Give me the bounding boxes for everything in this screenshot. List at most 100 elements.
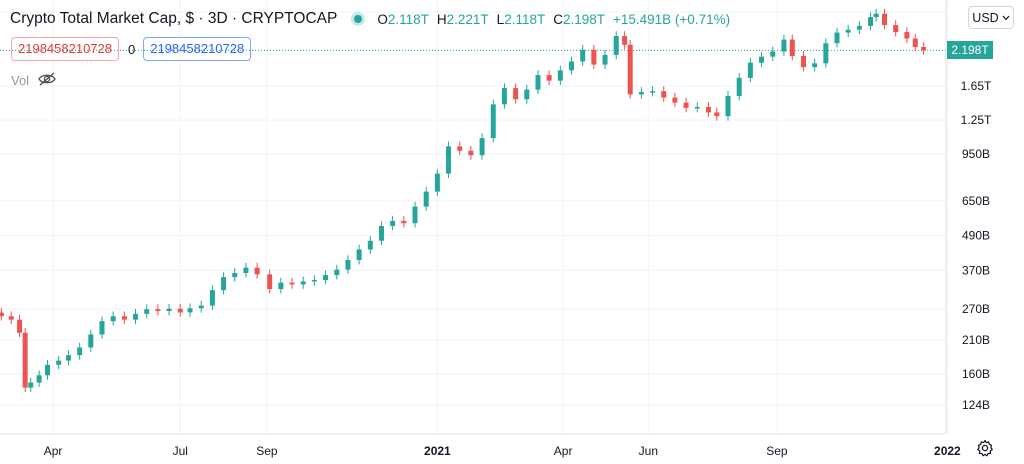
candle-body (501, 88, 507, 105)
candle-down (0, 307, 4, 321)
x-tick-label: 2021 (424, 444, 451, 458)
candle-body (812, 63, 818, 68)
candle-body (232, 273, 238, 278)
candle-body (323, 275, 329, 281)
candle-body (490, 104, 496, 139)
volume-legend: Vol (11, 71, 57, 90)
candle-body (311, 280, 317, 282)
candle-body (390, 220, 396, 226)
candle-body (56, 360, 62, 365)
candle-up (133, 309, 139, 325)
candle-up (198, 300, 204, 313)
candle-up (638, 87, 644, 99)
candle-up (232, 268, 238, 282)
candle-body (789, 39, 795, 57)
candle-up (873, 8, 879, 22)
candle-body (873, 13, 879, 18)
y-tick-label: 950B (962, 147, 990, 161)
candle-body (770, 51, 776, 57)
live-dot-icon[interactable] (351, 12, 365, 26)
high-key: H (436, 11, 447, 27)
last-price-label: 2.198T (947, 41, 993, 60)
candle-body (725, 95, 731, 117)
candle-up (187, 303, 193, 317)
candle-body (243, 267, 249, 274)
candle-body (759, 56, 765, 63)
x-tick-label: Sep (766, 444, 788, 458)
candle-up (412, 201, 418, 228)
candle-down (800, 51, 806, 72)
candle-body (300, 281, 306, 285)
candle-body (627, 44, 633, 95)
candle-body (457, 146, 463, 151)
ohlc-open: O2.118T (377, 12, 432, 27)
candle-up (759, 51, 765, 68)
candle-up (856, 21, 862, 35)
y-tick-label: 1.65T (961, 79, 992, 93)
candle-down (254, 262, 260, 279)
symbol-title[interactable]: Crypto Total Market Cap, $ · 3D · CRYPTO… (10, 10, 338, 27)
candle-body (613, 36, 619, 55)
candles (0, 8, 927, 393)
candle-up (613, 31, 619, 60)
candle-body (356, 249, 362, 261)
candle-body (800, 56, 806, 68)
open-key: O (377, 11, 388, 27)
candle-body (36, 375, 42, 383)
x-tick-label: Jul (173, 444, 188, 458)
candle-down (882, 8, 888, 30)
candle-up (602, 50, 608, 69)
candle-body (904, 32, 910, 39)
candle-up (311, 275, 317, 286)
candle-body (17, 319, 23, 333)
candle-up (781, 34, 787, 56)
candle-up (834, 27, 840, 48)
candle-down (22, 327, 28, 393)
gear-icon[interactable] (976, 439, 994, 462)
candle-down (672, 92, 678, 108)
time-axis[interactable]: Apr Jul Sep 2021 Apr Jun Sep 2022 (44, 444, 961, 458)
candle-body (144, 309, 150, 314)
candle-body (166, 308, 172, 312)
candle-body (661, 91, 667, 98)
candle-up (501, 83, 507, 109)
candle-body (77, 347, 83, 356)
low-key: L (496, 11, 505, 27)
candle-body (254, 267, 260, 275)
candle-down (921, 42, 927, 55)
candle-up (747, 57, 753, 83)
buy-price-button[interactable]: 2198458210728 (143, 37, 252, 61)
candle-down (155, 304, 161, 316)
x-tick-label: 2022 (934, 444, 961, 458)
ohlc-close: C2.198T (553, 12, 608, 27)
candle-up (36, 370, 42, 387)
y-tick-label: 1.25T (961, 113, 992, 127)
currency-selector[interactable]: USD (968, 6, 1014, 29)
candle-down (904, 27, 910, 43)
candle-up (278, 277, 284, 294)
candle-body (45, 364, 51, 376)
candle-down (893, 20, 899, 37)
candle-body (209, 290, 215, 306)
candle-body (367, 240, 373, 250)
candle-down (591, 44, 597, 69)
candle-up (580, 44, 586, 66)
candle-up (479, 133, 485, 160)
candle-up (823, 38, 829, 68)
open-value: 2.118T (387, 11, 429, 27)
candle-body (446, 146, 452, 174)
y-tick-label: 270B (962, 302, 990, 316)
chevron-down-icon (1002, 15, 1010, 21)
sell-price-button[interactable]: 2198458210728 (11, 37, 119, 61)
candle-up (378, 221, 384, 246)
candle-body (591, 49, 597, 65)
candle-body (921, 46, 927, 51)
candle-up (736, 73, 742, 101)
candle-down (661, 86, 667, 102)
candle-body (602, 54, 608, 65)
candle-up (725, 91, 731, 121)
eye-off-icon[interactable] (37, 71, 57, 90)
candle-up (77, 342, 83, 360)
price-axis[interactable]: 3T1.65T1.25T950B650B490B370B270B210B160B… (961, 5, 992, 412)
